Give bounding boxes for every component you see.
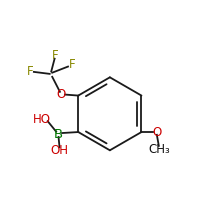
Text: O: O (57, 88, 66, 101)
Text: HO: HO (33, 113, 51, 126)
Text: OH: OH (51, 144, 69, 157)
Text: F: F (27, 65, 33, 78)
Text: O: O (152, 126, 161, 139)
Text: B: B (54, 128, 63, 141)
Text: F: F (69, 58, 76, 71)
Text: CH₃: CH₃ (148, 143, 170, 156)
Text: F: F (52, 49, 59, 62)
